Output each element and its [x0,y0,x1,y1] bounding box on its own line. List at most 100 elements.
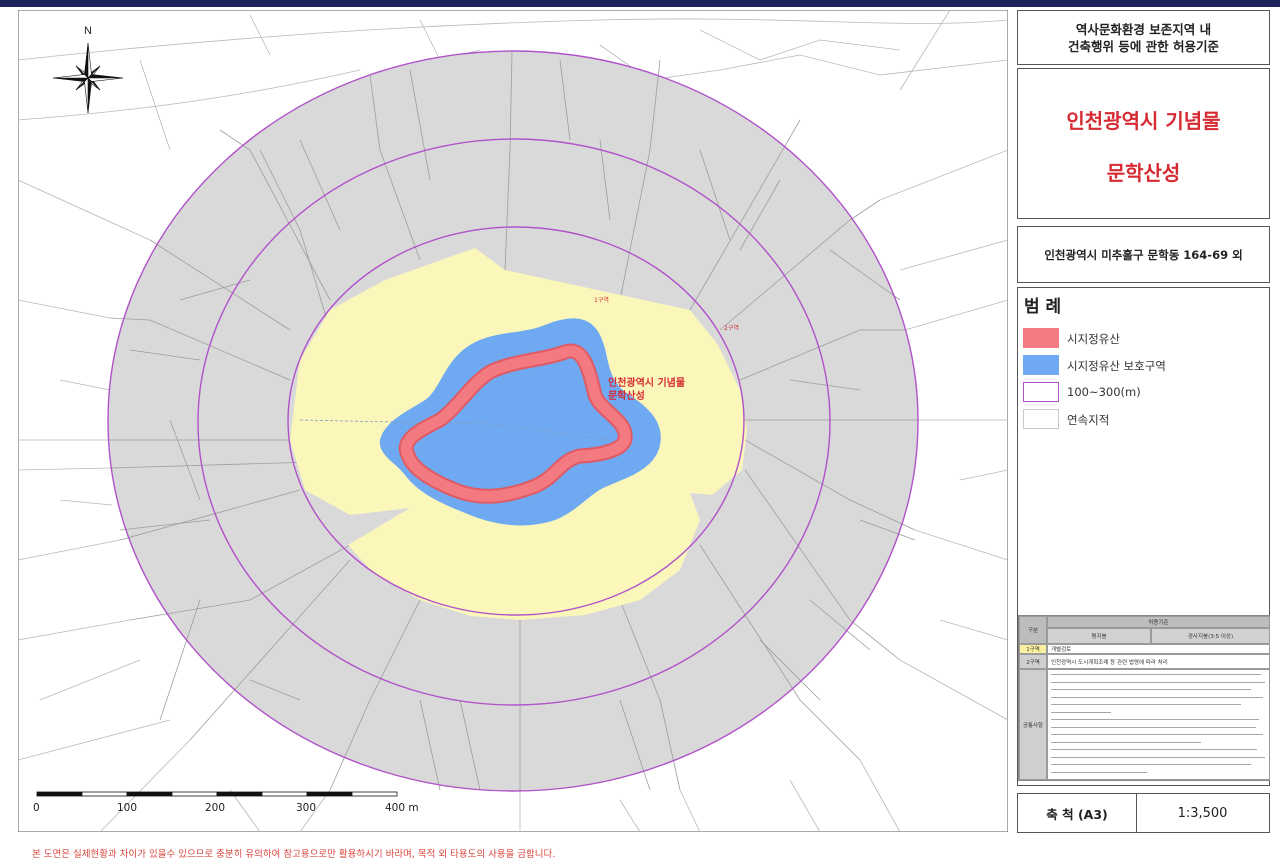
table-text-line [1051,771,1147,773]
parcel-line [369,74,421,261]
scalebar-segment [171,791,218,797]
scale-label: 축 척 (A3) [1018,794,1137,832]
table-row1-label: 1구역 [1019,644,1047,654]
panel-title-line2: 건축행위 등에 관한 허용기준 [1067,38,1220,54]
scalebar-segment [81,791,128,797]
parcel-line [18,467,111,471]
parcel-line [699,149,731,241]
parcel-line [59,379,111,391]
parcel-line [699,544,861,761]
heritage-map-label-line1: 인천광역시 기념물 [608,376,685,389]
heritage-name-box: 인천광역시 기념물 문학산성 [1017,68,1270,219]
legend-label-protection: 시지정유산 보호구역 [1067,359,1166,373]
disclaimer-footer: 본 도면은 실제현황과 차이가 있을수 있으므로 충분히 유의하여 참고용으로만… [32,849,556,860]
parcel-line [139,59,171,151]
parcel-line [249,679,301,701]
legend-title: 범 례 [1024,297,1062,317]
parcel-line [229,789,261,832]
heritage-name: 문학산성 [1106,161,1181,185]
parcel-line [809,599,871,651]
heritage-site-band [400,345,631,502]
legend-item-buffer: 100~300(m) [1023,382,1263,402]
parcel-line [699,29,901,61]
scale-box: 축 척 (A3) 1:3,500 [1017,793,1270,833]
north-arrow-icon: N [52,25,124,114]
parcel-line [99,739,191,832]
scale-value: 1:3,500 [1177,805,1228,821]
table-row2-text: 인천광역시 도시계획조례 등 관련 법령에 따라 처리 [1047,654,1270,669]
parcel-line [129,544,351,621]
parcel-line [739,179,781,251]
scalebar-segment [216,791,263,797]
parcel-line [904,299,1008,331]
panel-title-box: 역사문화환경 보존지역 내 건축행위 등에 관한 허용기준 [1017,10,1270,65]
parcel-line [504,51,513,271]
legend-label-buffer: 100~300(m) [1067,385,1141,399]
legend-label-parcel: 연속지적 [1067,413,1110,427]
table-text-line [1051,764,1251,766]
parcel-line [18,179,151,241]
table-text-line [1051,711,1111,713]
parcel-lines-inner [109,51,918,792]
zone-2-map-label: 2구역 [724,324,739,332]
table-row2-label: 2구역 [1019,654,1047,669]
parcel-line [599,139,611,221]
parcel-line [299,139,341,231]
buffer-ring-100m [287,226,745,616]
parcel-line [559,59,571,141]
table-row3-cell [1047,669,1270,780]
parcel-line [299,789,331,832]
parcel-line [169,419,201,501]
parcel-line [189,559,351,741]
parcel-line [689,119,801,311]
top-frame-bar [0,0,1280,7]
table-sub-flat: 평지붕 [1047,628,1151,644]
table-text-line [1051,704,1241,706]
parcel-line [879,149,1008,201]
parcel-line [619,59,661,301]
zone-1-map-label: 1구역 [594,296,609,304]
parcel-line [914,529,1008,561]
scalebar-tick-200: 200 [205,802,225,814]
parcel-line [18,69,361,121]
parcel-line [739,329,905,381]
table-text-line [1051,689,1251,691]
legend-item-heritage: 시지정유산 [1023,328,1263,348]
address-box: 인천광역시 미추홀구 문학동 164-69 외 [1017,226,1270,283]
legend-label-heritage: 시지정유산 [1067,332,1120,346]
parcel-line [899,239,1008,271]
parcel-line [719,199,881,331]
scalebar-segment [351,791,398,797]
parcel-line [329,599,421,791]
parcel-line [129,349,201,361]
parcel-line [744,469,901,661]
parcel-line [149,239,291,331]
scalebar-segment [261,791,308,797]
parcel-line [959,469,1008,481]
table-text-line [1051,681,1265,683]
parcel-line [419,699,441,791]
legend-item-parcel: 연속지적 [1023,409,1263,429]
legend-item-protection: 시지정유산 보호구역 [1023,355,1263,375]
parcel-line [409,69,431,181]
parcel-line [249,14,271,56]
parcel-line [899,10,951,91]
scalebar-segment [126,791,173,797]
parcel-line [159,599,201,721]
parcel-line [18,18,1008,61]
table-text-line [1051,674,1261,676]
parcel-line [679,789,701,832]
parcel-line [829,249,901,301]
parcel-line [18,719,171,761]
table-row3-label: 공통사항 [1019,669,1047,780]
table-text-line [1051,726,1256,728]
scalebar-tick-0: 0 [33,802,40,814]
parcel-line [39,659,141,701]
parcel-line [859,759,901,832]
parcel-line [18,299,111,319]
legend-swatch-heritage [1023,328,1059,348]
parcel-line [859,519,916,541]
heritage-zone-map[interactable]: 인천광역시 기념물 문학산성 1구역 2구역 N 0 100 200 300 4… [18,10,1008,832]
address-text: 인천광역시 미추홀구 문학동 164-69 외 [1044,247,1243,262]
table-text-line [1051,756,1265,758]
